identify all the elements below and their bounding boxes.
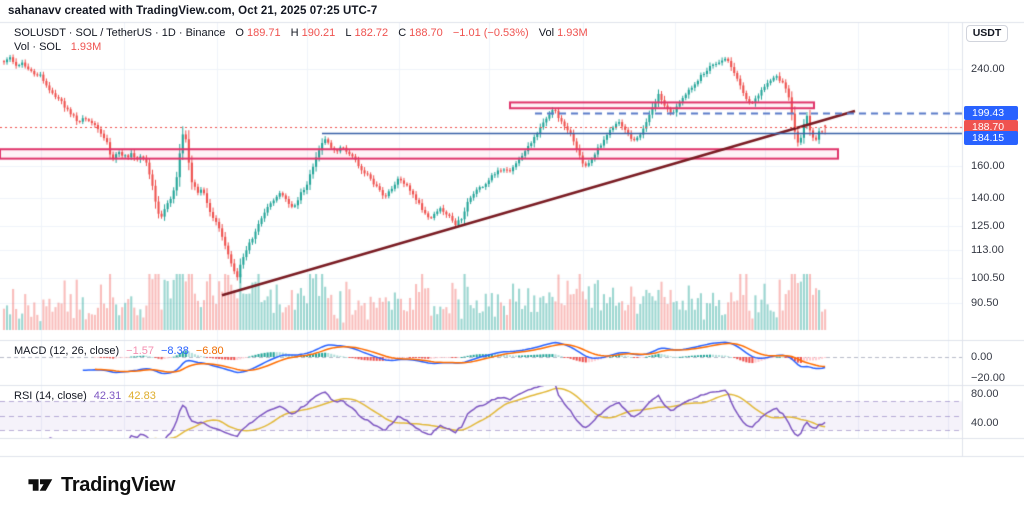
- time-axis[interactable]: FebMarAprMayJunJulAugSepOctNovDec: [0, 440, 962, 457]
- price-tick-label: −20.00: [971, 372, 1005, 384]
- low-label: L: [345, 27, 352, 39]
- macd-title: MACD (12, 26, close): [14, 345, 120, 357]
- volume-study-title: Vol · SOL: [14, 41, 61, 53]
- volume-legend-row[interactable]: Vol · SOL 1.93M: [14, 41, 101, 53]
- open-value: 189.71: [246, 27, 281, 39]
- indicator-value: −6.80: [195, 345, 224, 357]
- macd-legend-row[interactable]: MACD (12, 26, close) −1.57 −8.38 −6.80: [14, 345, 224, 357]
- price-tick-label: 0.00: [971, 351, 993, 363]
- high-label: H: [290, 27, 299, 39]
- attribution-text: sahanavv created with TradingView.com, O…: [8, 5, 378, 17]
- currency-toggle-button[interactable]: USDT: [966, 25, 1008, 42]
- price-tick-label: 140.00: [971, 192, 1005, 205]
- price-line-badge: 188.70: [964, 119, 1018, 134]
- close-label: C: [398, 27, 407, 39]
- symbol-legend-row[interactable]: SOLUSDT · SOL / TetherUS · 1D · Binance …: [14, 27, 588, 39]
- price-tick-label: 90.50: [971, 297, 999, 310]
- indicator-value: −8.38: [161, 345, 189, 357]
- price-tick-label: 125.00: [971, 219, 1005, 232]
- price-tick-label: 160.00: [971, 160, 1005, 173]
- volume-label: Vol: [538, 27, 555, 39]
- volume-value: 1.93M: [557, 27, 588, 39]
- symbol-title: SOLUSDT · SOL / TetherUS · 1D · Binance: [14, 27, 226, 39]
- open-label: O: [235, 27, 244, 39]
- rsi-legend-row[interactable]: RSI (14, close) 42.31 42.83: [14, 390, 156, 402]
- price-tick-label: 240.00: [971, 63, 1005, 75]
- price-tick-label: 80.00: [971, 388, 999, 400]
- rsi-title: RSI (14, close): [14, 390, 87, 402]
- tradingview-brand-text: TradingView: [61, 473, 176, 496]
- price-tick-label: 100.50: [971, 271, 1005, 284]
- indicator-value: −1.57: [126, 345, 154, 357]
- high-value: 190.21: [301, 27, 336, 39]
- close-value: 188.70: [409, 27, 443, 39]
- tradingview-logo-icon: [28, 479, 53, 491]
- price-line-badge: 199.43: [964, 106, 1018, 121]
- volume-study-value: 1.93M: [70, 41, 102, 53]
- tradingview-watermark[interactable]: TradingView: [27, 471, 175, 499]
- low-value: 182.72: [354, 27, 389, 39]
- price-line-badge: 184.15: [964, 131, 1018, 145]
- indicator-value: 42.83: [128, 390, 156, 402]
- change-value: −1.01 (−0.53%): [452, 27, 529, 39]
- price-tick-label: 40.00: [971, 417, 999, 429]
- indicator-value: 42.31: [93, 390, 122, 402]
- price-tick-label: 113.00: [971, 243, 1004, 256]
